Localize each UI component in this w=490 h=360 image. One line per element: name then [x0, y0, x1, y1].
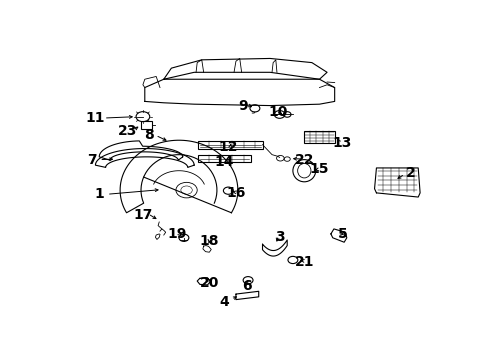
Text: 22: 22: [294, 153, 314, 167]
Text: 3: 3: [275, 230, 284, 244]
Text: 16: 16: [226, 186, 245, 200]
Text: 5: 5: [338, 228, 347, 242]
Text: 21: 21: [294, 255, 314, 269]
Text: 23: 23: [118, 123, 137, 138]
Text: 15: 15: [310, 162, 329, 176]
Text: 7: 7: [87, 153, 97, 167]
Text: 4: 4: [220, 296, 229, 309]
Text: 13: 13: [333, 136, 352, 150]
Text: 2: 2: [406, 166, 416, 180]
Text: 18: 18: [199, 234, 219, 248]
Text: 6: 6: [243, 279, 252, 293]
Text: 17: 17: [133, 208, 152, 222]
Text: 12: 12: [219, 140, 238, 154]
Text: 10: 10: [268, 105, 288, 120]
Text: 20: 20: [199, 276, 219, 290]
Text: 19: 19: [168, 228, 187, 242]
Text: 11: 11: [86, 111, 105, 125]
Text: 14: 14: [215, 156, 234, 170]
Text: 9: 9: [239, 99, 248, 113]
Text: 1: 1: [95, 187, 104, 201]
Text: 8: 8: [144, 128, 153, 142]
